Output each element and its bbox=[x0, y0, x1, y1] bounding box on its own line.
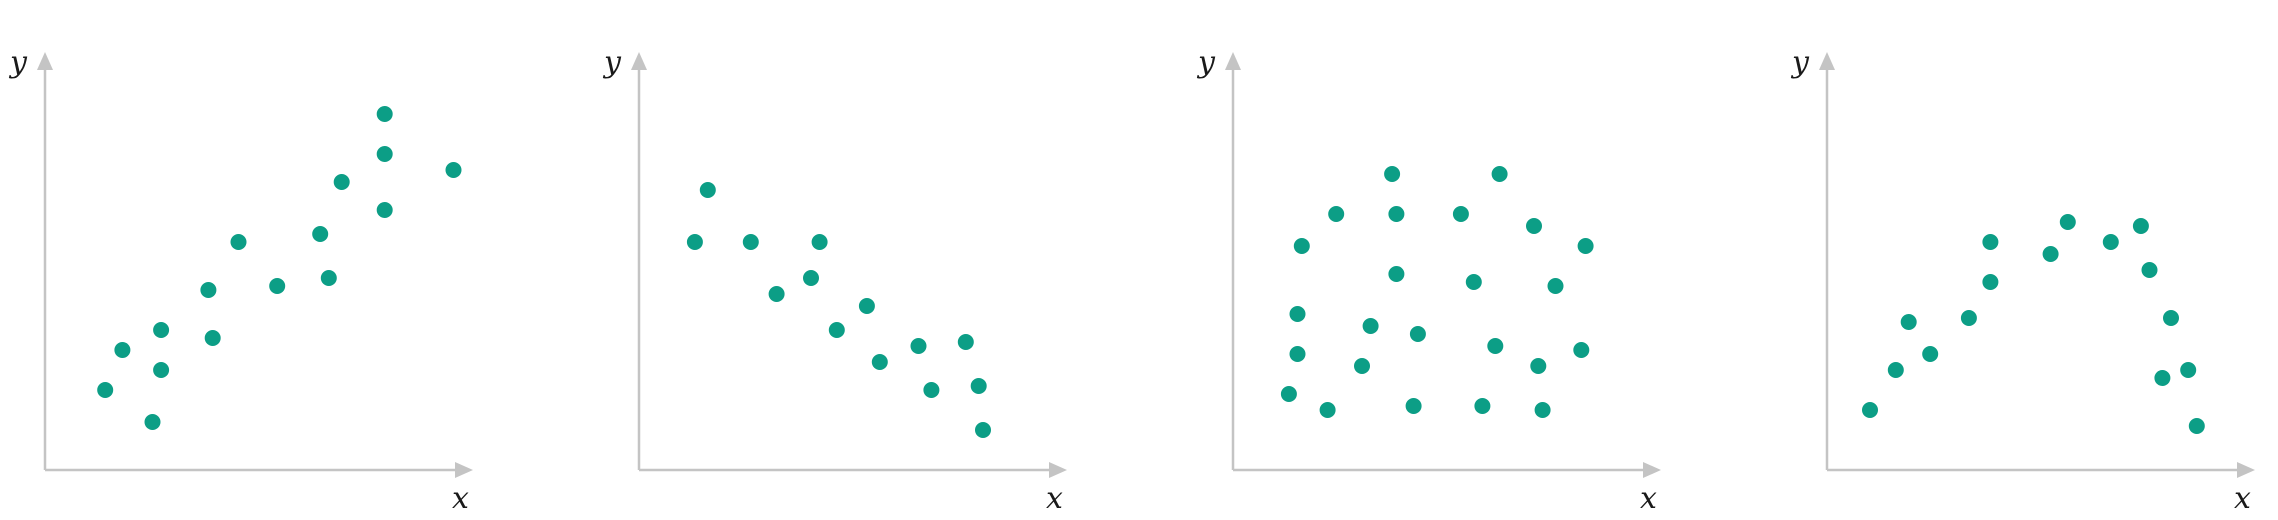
data-point bbox=[2180, 362, 2197, 378]
data-point bbox=[1405, 398, 1422, 414]
data-point bbox=[1491, 166, 1508, 182]
data-points bbox=[1862, 214, 2205, 434]
data-point bbox=[2141, 262, 2158, 278]
data-points bbox=[97, 106, 462, 430]
data-point bbox=[376, 146, 393, 162]
data-point bbox=[153, 322, 170, 338]
data-point bbox=[957, 334, 974, 350]
y-axis-arrow-icon bbox=[1225, 52, 1241, 70]
y-axis-arrow-icon bbox=[1819, 52, 1835, 70]
data-point bbox=[1354, 358, 1370, 374]
scatter-panel-1: y x bbox=[8, 45, 473, 516]
data-point bbox=[768, 286, 785, 302]
data-point bbox=[1982, 274, 1999, 290]
data-point bbox=[923, 382, 940, 398]
data-point bbox=[699, 182, 716, 198]
data-point bbox=[1526, 218, 1542, 234]
data-point bbox=[803, 270, 819, 286]
x-axis-arrow-icon bbox=[1643, 462, 1661, 478]
y-axis-arrow-icon bbox=[631, 52, 647, 70]
data-point bbox=[153, 362, 170, 378]
data-point bbox=[2102, 234, 2119, 250]
y-axis-arrow-icon bbox=[37, 52, 53, 70]
data-point bbox=[1452, 206, 1469, 222]
x-axis-label: x bbox=[2234, 481, 2251, 516]
x-axis-label: x bbox=[452, 481, 469, 516]
data-point bbox=[1573, 342, 1590, 358]
data-point bbox=[1900, 314, 1917, 330]
scatter-panel-2: y x bbox=[602, 45, 1067, 516]
data-point bbox=[686, 234, 703, 250]
data-point bbox=[230, 234, 247, 250]
data-point bbox=[2188, 418, 2205, 434]
data-point bbox=[1887, 362, 1904, 378]
x-axis-arrow-icon bbox=[455, 462, 473, 478]
data-point bbox=[1409, 326, 1426, 342]
data-point bbox=[333, 174, 350, 190]
data-point bbox=[1530, 358, 1547, 374]
data-point bbox=[1388, 206, 1405, 222]
data-points bbox=[1280, 166, 1594, 418]
data-point bbox=[1289, 346, 1306, 362]
x-axis-label: x bbox=[1640, 481, 1657, 516]
scatter-panel-3: y x bbox=[1196, 45, 1661, 516]
data-point bbox=[1862, 402, 1878, 418]
y-axis-label: y bbox=[1790, 45, 1810, 80]
data-point bbox=[1474, 398, 1491, 414]
data-point bbox=[858, 298, 875, 314]
data-point bbox=[200, 282, 217, 298]
data-point bbox=[1487, 338, 1504, 354]
data-point bbox=[2042, 246, 2059, 262]
data-point bbox=[1362, 318, 1379, 334]
data-point bbox=[1280, 386, 1297, 402]
data-point bbox=[2163, 310, 2179, 326]
data-point bbox=[975, 422, 991, 438]
data-point bbox=[269, 278, 286, 294]
data-point bbox=[1328, 206, 1345, 222]
data-point bbox=[2059, 214, 2076, 230]
data-point bbox=[1319, 402, 1336, 418]
data-point bbox=[1547, 278, 1564, 294]
data-point bbox=[97, 382, 114, 398]
x-axis-label: x bbox=[1046, 481, 1063, 516]
y-axis-label: y bbox=[1196, 45, 1216, 80]
data-point bbox=[1534, 402, 1551, 418]
data-point bbox=[144, 414, 161, 430]
data-point bbox=[910, 338, 927, 354]
data-point bbox=[871, 354, 888, 370]
data-point bbox=[1465, 274, 1482, 290]
data-point bbox=[970, 378, 987, 394]
data-point bbox=[1388, 266, 1405, 282]
data-point bbox=[1577, 238, 1594, 254]
data-point bbox=[445, 162, 462, 178]
data-point bbox=[1922, 346, 1939, 362]
y-axis-label: y bbox=[602, 45, 622, 80]
x-axis-arrow-icon bbox=[1049, 462, 1067, 478]
data-point bbox=[1960, 310, 1977, 326]
data-point bbox=[312, 226, 329, 242]
data-points bbox=[686, 182, 991, 438]
data-point bbox=[204, 330, 221, 346]
data-point bbox=[1289, 306, 1306, 322]
data-point bbox=[376, 106, 393, 122]
data-point bbox=[1982, 234, 1999, 250]
scatter-panel-4: y x bbox=[1790, 45, 2255, 516]
x-axis-arrow-icon bbox=[2237, 462, 2255, 478]
data-point bbox=[114, 342, 131, 358]
y-axis-label: y bbox=[8, 45, 28, 80]
data-point bbox=[320, 270, 337, 286]
data-point bbox=[811, 234, 828, 250]
data-point bbox=[1293, 238, 1310, 254]
data-point bbox=[1384, 166, 1401, 182]
data-point bbox=[828, 322, 845, 338]
data-point bbox=[742, 234, 759, 250]
data-point bbox=[376, 202, 393, 218]
data-point bbox=[2154, 370, 2171, 386]
data-point bbox=[2132, 218, 2149, 234]
